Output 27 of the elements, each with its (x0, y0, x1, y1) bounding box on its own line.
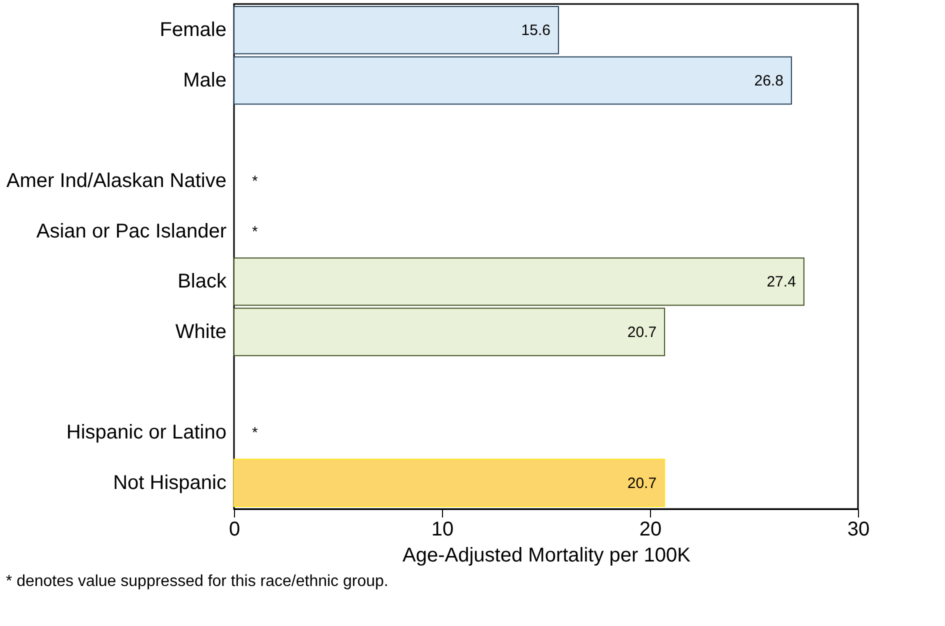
data-label: 26.8 (754, 72, 784, 90)
y-tick-label: Amer Ind/Alaskan Native (6, 170, 226, 192)
data-label: 20.7 (627, 474, 657, 492)
data-label: 15.6 (521, 22, 550, 40)
x-tick-label: 30 (847, 518, 870, 540)
text: * denotes value suppressed for this race/ethnic group. (6, 573, 388, 590)
text: * (252, 424, 258, 442)
bar (234, 6, 559, 54)
y-tick-label: Male (183, 69, 226, 92)
bar (234, 308, 666, 356)
text: * (252, 173, 258, 190)
bar (234, 458, 666, 507)
y-tick-label: Not Hispanic (113, 472, 226, 494)
y-tick-label: Asian or Pac Islander (36, 220, 227, 242)
x-tick-label: 20 (639, 518, 662, 540)
x-axis-title: Age-Adjusted Mortality per 100K (402, 544, 692, 566)
data-label: 27.4 (766, 274, 796, 291)
bar (234, 258, 804, 306)
y-tick-label: Female (160, 19, 226, 42)
y-tick-label: Black (178, 270, 228, 293)
y-tick-label: White (175, 320, 226, 343)
text: * (252, 223, 258, 240)
x-tick-label: 0 (228, 518, 240, 540)
data-label: 20.7 (627, 324, 657, 341)
y-tick-label: Hispanic or Latino (66, 422, 226, 444)
x-tick-label: 10 (431, 518, 454, 540)
bar (234, 56, 792, 105)
